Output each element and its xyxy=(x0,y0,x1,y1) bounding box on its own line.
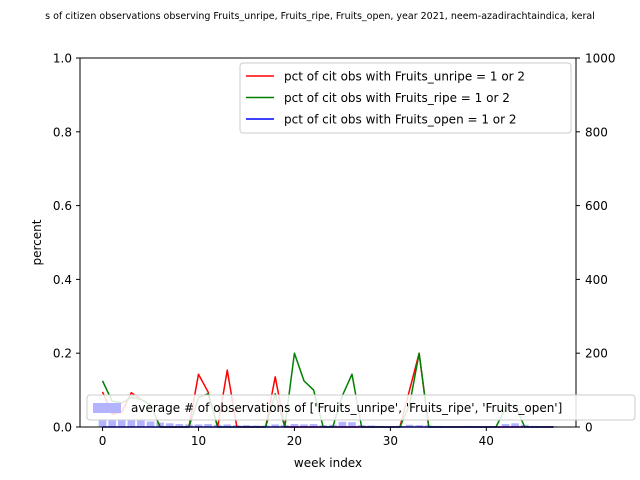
bar-mark xyxy=(127,419,136,427)
x-tick-label: 30 xyxy=(383,434,398,448)
bar-mark xyxy=(290,424,299,427)
y-tick-label: 0.4 xyxy=(53,273,72,287)
bar-mark xyxy=(137,420,145,427)
x-tick-label: 40 xyxy=(479,434,494,448)
legend-bars[interactable]: average # of observations of ['Fruits_un… xyxy=(86,394,636,421)
legend-bar-swatch xyxy=(93,403,121,413)
bar-mark xyxy=(146,421,155,427)
legend-lines[interactable]: pct of cit obs with Fruits_unripe = 1 or… xyxy=(239,62,572,134)
bar-mark xyxy=(165,423,174,427)
y2-tick-label: 0 xyxy=(585,421,593,435)
bar-mark xyxy=(338,421,347,427)
bar-mark xyxy=(300,424,308,427)
y-axis-label: percent xyxy=(30,219,44,265)
legend-label-2: pct of cit obs with Fruits_ripe = 1 or 2 xyxy=(284,91,510,105)
bar-mark xyxy=(204,424,212,427)
legend-bars-box xyxy=(86,394,636,421)
x-axis: 0 10 20 30 40 xyxy=(99,427,494,448)
legend-bar-label: average # of observations of ['Fruits_un… xyxy=(131,401,562,415)
y-axis-left: 0.0 0.2 0.4 0.6 0.8 1.0 xyxy=(53,52,80,435)
legend-label-3: pct of cit obs with Fruits_open = 1 or 2 xyxy=(284,113,517,127)
y-axis-right: 0 200 400 600 800 1000 xyxy=(576,52,616,435)
bar-mark xyxy=(501,424,510,427)
bar-mark xyxy=(405,424,414,427)
bar-mark xyxy=(175,424,184,427)
bar-mark xyxy=(242,425,251,427)
y-tick-label: 0.0 xyxy=(53,421,72,435)
bar-mark xyxy=(271,424,280,427)
bar-mark xyxy=(117,418,126,427)
x-tick-label: 10 xyxy=(191,434,206,448)
bar-mark xyxy=(511,423,519,427)
y2-tick-label: 200 xyxy=(585,347,608,361)
x-tick-label: 20 xyxy=(287,434,302,448)
y2-tick-label: 1000 xyxy=(585,52,616,66)
legend-label-1: pct of cit obs with Fruits_unripe = 1 or… xyxy=(284,70,525,84)
y2-tick-label: 800 xyxy=(585,125,608,139)
x-axis-label: week index xyxy=(294,456,362,470)
bar-mark xyxy=(348,422,356,427)
bar-mark xyxy=(156,422,164,427)
y2-tick-label: 400 xyxy=(585,273,608,287)
bar-mark xyxy=(108,419,116,427)
plot-frame xyxy=(79,57,577,428)
bar-mark xyxy=(415,425,423,427)
y-tick-label: 0.8 xyxy=(53,125,72,139)
y-tick-label: 0.6 xyxy=(53,199,72,213)
y-tick-label: 0.2 xyxy=(53,347,72,361)
bar-mark xyxy=(309,424,318,427)
legend-lines-box xyxy=(239,62,572,134)
x-tick-label: 0 xyxy=(99,434,107,448)
y2-tick-label: 600 xyxy=(585,199,608,213)
bar-mark xyxy=(98,419,107,427)
chart-title: s of citizen observations observing Frui… xyxy=(45,11,595,22)
bar-mark xyxy=(223,424,232,427)
y-tick-label: 1.0 xyxy=(53,52,72,66)
bar-mark xyxy=(194,424,203,427)
